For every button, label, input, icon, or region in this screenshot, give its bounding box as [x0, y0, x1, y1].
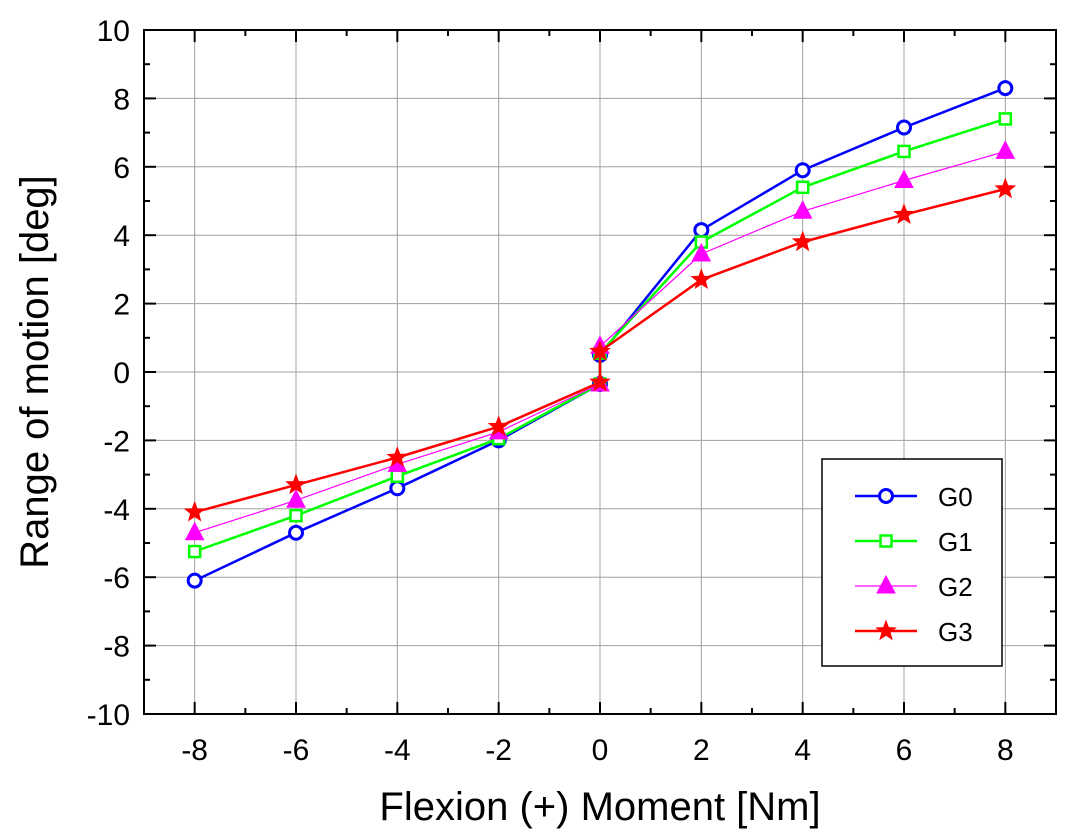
data-point-g3 [285, 473, 307, 495]
y-tick-label: -8 [103, 631, 130, 664]
y-tick-label: -4 [103, 494, 130, 527]
y-tick-label: 2 [113, 289, 130, 322]
legend-box [821, 458, 1003, 667]
y-tick-label: 8 [113, 83, 130, 116]
data-point-g3 [589, 370, 611, 392]
data-point-g3 [487, 415, 510, 436]
x-tick-label: -2 [485, 734, 512, 767]
data-point-g0 [288, 524, 304, 541]
x-tick-label: 4 [794, 734, 811, 767]
legend: G0 G1 G2 G3 [821, 458, 1003, 667]
data-point-g0 [794, 162, 811, 179]
data-point-g2 [286, 489, 306, 508]
tick-labels: -8 -6 -4 -2 0 2 4 6 8 10 8 6 4 2 0 -2 -4 -6 -8 -10 [87, 15, 1014, 767]
series-layer [183, 80, 1017, 589]
x-tick-label: 8 [997, 734, 1014, 767]
data-point-g3 [589, 340, 611, 361]
legend-item-g2: G2 [855, 572, 973, 602]
grid [144, 29, 1056, 715]
data-point-g1 [187, 544, 202, 559]
x-axis-title: Flexion (+) Moment [Nm] [379, 785, 820, 829]
legend-label: G1 [938, 527, 973, 557]
data-point-g0 [997, 80, 1014, 97]
data-point-g2 [792, 200, 813, 219]
legend-item-g3: G3 [855, 617, 973, 647]
data-point-g2 [691, 242, 712, 262]
y-tick-label: -6 [103, 562, 130, 595]
data-point-g3 [386, 446, 409, 467]
y-tick-label: -2 [103, 425, 130, 458]
x-tick-label: 6 [896, 734, 913, 767]
data-point-g0 [896, 119, 912, 136]
legend-item-g1: G1 [855, 527, 973, 557]
x-tick-label: -6 [283, 734, 310, 767]
data-point-g0 [693, 222, 710, 239]
legend-marker [875, 619, 897, 641]
legend-item-g0: G0 [855, 482, 973, 512]
data-point-g3 [791, 230, 814, 252]
x-tick-label: 0 [592, 734, 609, 767]
legend-label: G2 [938, 572, 973, 602]
data-point-g3 [994, 177, 1017, 199]
data-point-g1 [795, 180, 810, 195]
x-tick-label: -4 [384, 734, 411, 767]
data-point-g0 [186, 572, 203, 589]
x-tick-label: 2 [693, 734, 710, 767]
data-point-g2 [995, 140, 1016, 159]
data-point-g2 [894, 169, 914, 188]
legend-marker [879, 534, 893, 548]
y-tick-label: 0 [113, 357, 130, 390]
data-point-g3 [893, 203, 915, 224]
y-tick-label: -10 [87, 699, 130, 732]
x-tick-label: -8 [181, 734, 208, 767]
legend-marker [878, 488, 894, 504]
data-point-g1 [998, 112, 1013, 126]
data-point-g3 [690, 268, 713, 289]
data-point-g1 [390, 469, 405, 484]
y-tick-label: 10 [97, 15, 130, 48]
data-point-g3 [183, 500, 206, 522]
data-point-g1 [897, 144, 911, 159]
legend-label: G0 [938, 482, 973, 512]
y-axis-title: Range of motion [deg] [13, 175, 57, 569]
y-tick-label: 4 [113, 220, 130, 253]
data-point-g2 [184, 521, 205, 541]
y-tick-label: 6 [113, 152, 130, 185]
legend-label: G3 [938, 617, 973, 647]
legend-marker [876, 574, 896, 594]
data-point-g0 [389, 480, 406, 497]
axis-ticks [143, 29, 1057, 715]
series-line-g3 [194, 187, 1006, 514]
series-g3 [183, 177, 1017, 522]
data-point-g1 [289, 508, 303, 523]
